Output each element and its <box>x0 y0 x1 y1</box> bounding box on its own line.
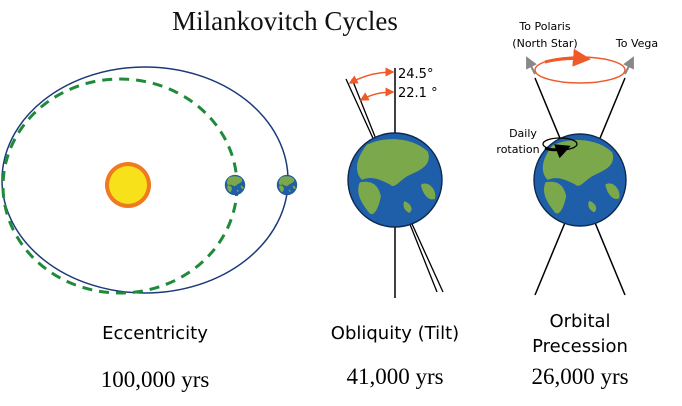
angle-arrow-min <box>359 87 395 101</box>
obliquity-period: 41,000 yrs <box>346 364 443 389</box>
precession-label: Orbital <box>549 311 610 332</box>
eccentricity-period: 100,000 yrs <box>101 367 210 392</box>
precession-arrow <box>544 48 591 67</box>
earth-icon <box>225 175 245 195</box>
min-angle: 22.1 ° <box>398 86 438 101</box>
rotation-sub-label: rotation <box>496 143 539 156</box>
obliquity-diagram: 24.5° 22.1 ° <box>346 67 443 298</box>
max-angle: 24.5° <box>398 67 433 82</box>
vega-arrow <box>623 56 634 75</box>
earth-icon <box>277 175 297 195</box>
title: Milankovitch Cycles <box>172 6 398 36</box>
vega-label: To Vega <box>615 37 658 50</box>
angle-arrow-max <box>348 67 395 84</box>
earth-icon <box>348 133 442 227</box>
sun-icon <box>105 162 151 208</box>
polaris-arrow <box>526 56 537 75</box>
obliquity-label: Obliquity (Tilt) <box>331 323 459 344</box>
precession-sub-label: Precession <box>532 336 628 357</box>
daily-rotation-arrow <box>544 144 571 159</box>
precession-period: 26,000 yrs <box>531 364 628 389</box>
precession-diagram: To Polaris (North Star) To Vega Daily ro… <box>496 20 658 296</box>
polaris-label: To Polaris <box>518 20 570 33</box>
polaris-sub-label: (North Star) <box>512 37 577 50</box>
rotation-label: Daily <box>509 127 537 140</box>
eccentricity-label: Eccentricity <box>102 323 208 344</box>
eccentricity-diagram <box>1 66 297 295</box>
